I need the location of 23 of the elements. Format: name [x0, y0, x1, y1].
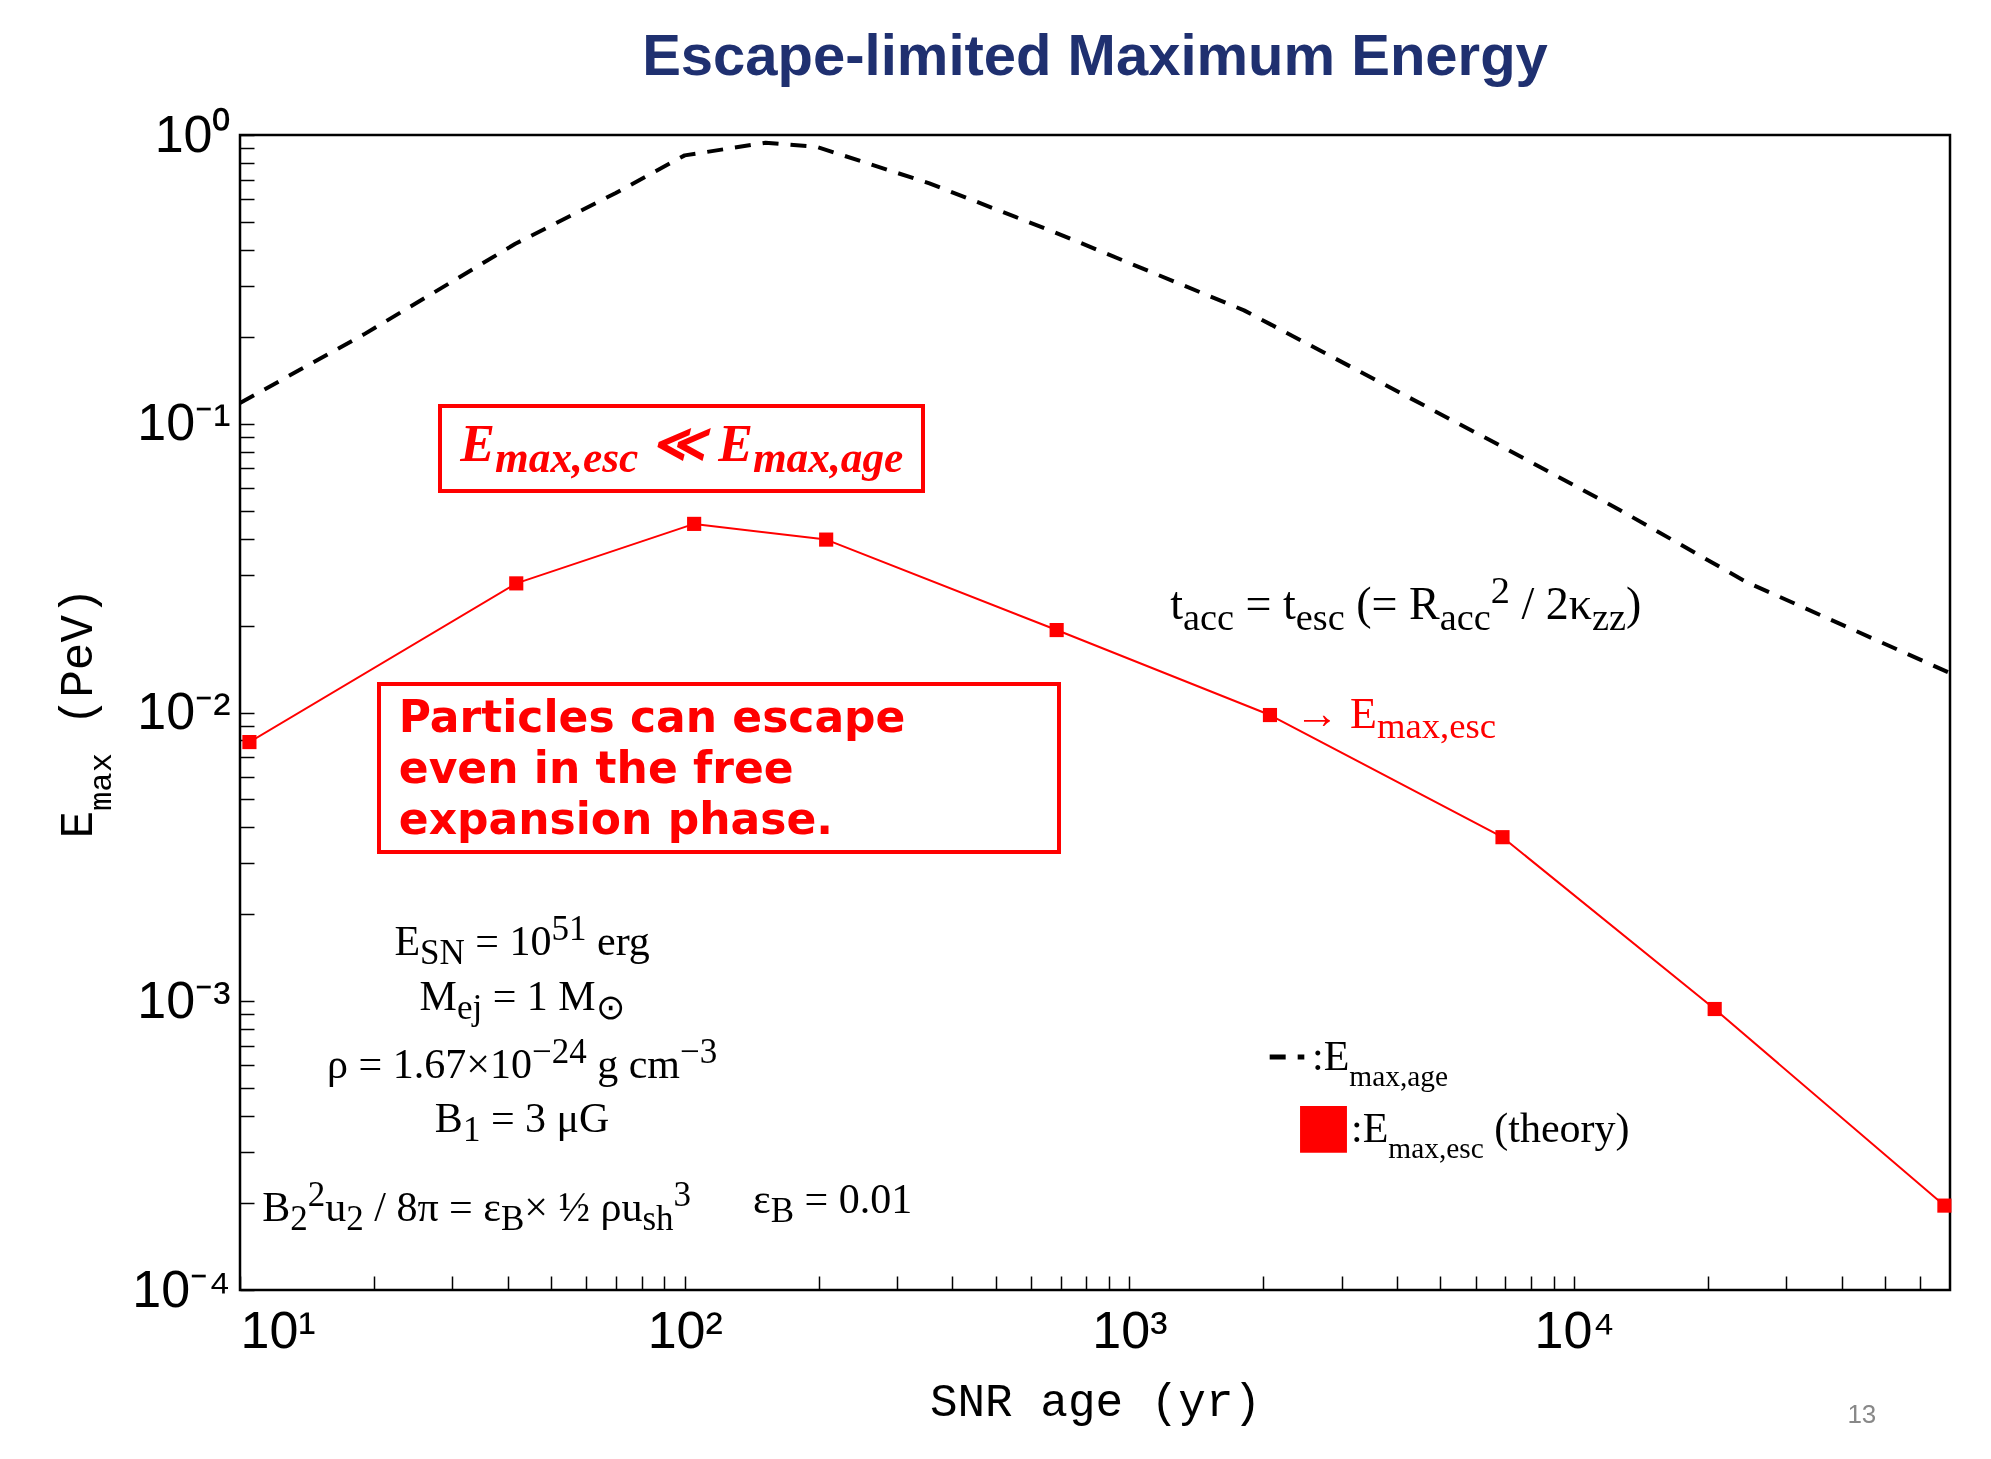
x-tick-label: 10³	[1092, 1300, 1168, 1359]
y-tick-label: 10⁻¹	[137, 393, 231, 452]
chart-title: Escape-limited Maximum Energy	[642, 22, 1548, 87]
x-tick-label: 10¹	[240, 1300, 316, 1359]
y-tick-label: 10⁰	[154, 104, 231, 163]
annotation: M$_{ej}$ = 1 M$_{⊙}$	[419, 972, 625, 1030]
annotation: B$_{1}$ = 3 μG	[434, 1093, 610, 1151]
annotation: E$_{SN}$ = 10$^{51}$ erg	[394, 908, 650, 974]
y-tick-label: 10⁻⁴	[132, 1259, 231, 1318]
text: t$_{acc}$ = t$_{esc}$ (= R$_{acc}$$^{2}$ / 2κ$_{zz}$)	[1170, 569, 1642, 638]
text: 13	[1847, 1398, 1877, 1430]
x-tick-label: 10²	[647, 1300, 723, 1359]
legend-label: :E$_{max,age}$	[1312, 1032, 1449, 1092]
annotation: Particles can escape even in the free expansion phase.	[376, 682, 1061, 855]
annotation: → E$_{max,esc}$	[1295, 689, 1497, 748]
annotation: ε$_{B}$ = 0.01	[753, 1174, 913, 1232]
y-tick-label: 10⁻³	[137, 970, 231, 1029]
y-tick-label: 10⁻²	[137, 682, 231, 740]
legend-label: :E$_{max,esc}$ (theory)	[1351, 1105, 1630, 1165]
x-axis-title: SNR age (yr)	[929, 1377, 1262, 1430]
annotation: ρ = 1.67×10$^{−24}$ g cm$^{−3}$	[327, 1032, 718, 1089]
x-tick-label: 10⁴	[1534, 1300, 1615, 1359]
annotation: E$_{max,esc}$ ≪ E$_{max,age}$	[438, 404, 926, 494]
